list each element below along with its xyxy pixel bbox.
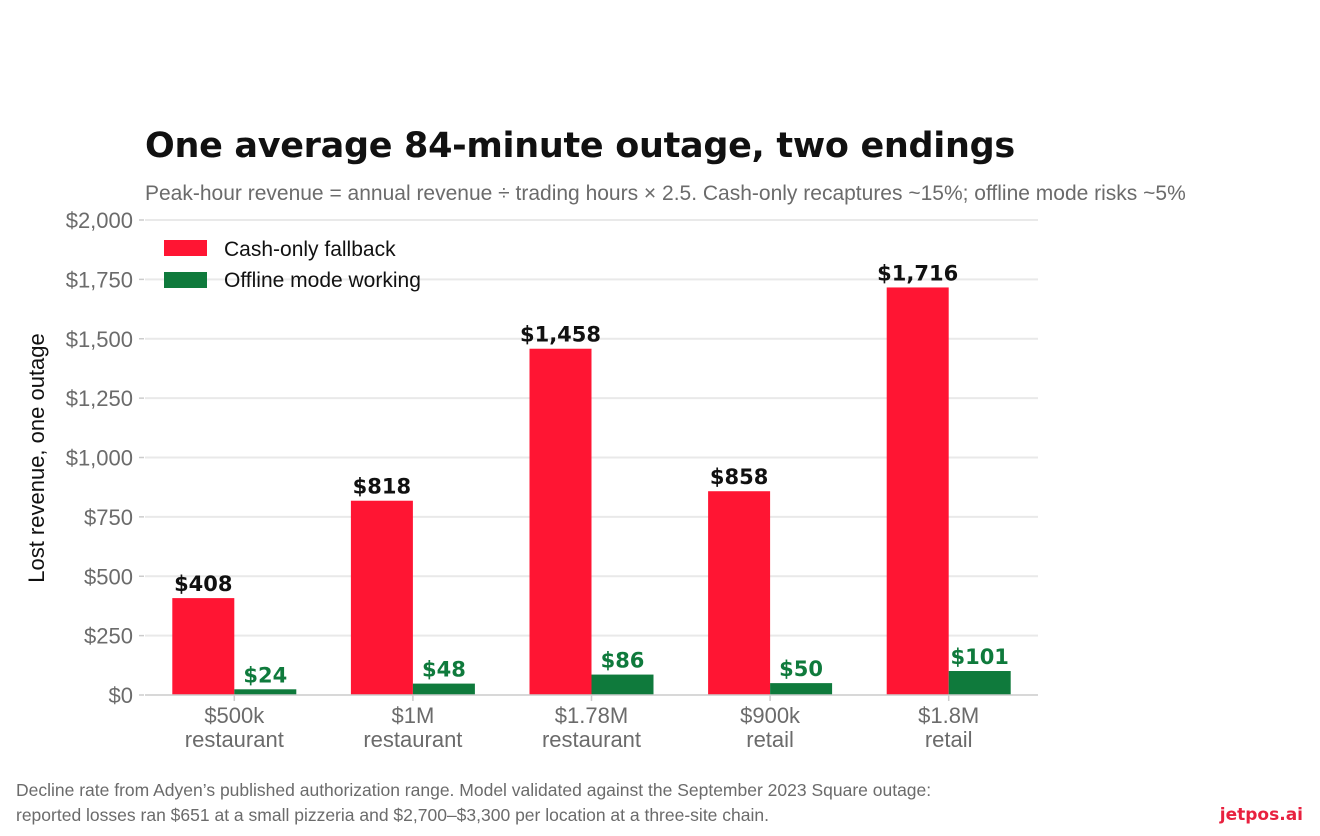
footnote-line-2: reported losses ran $651 at a small pizz…	[16, 805, 769, 825]
x-tick-label: $500k	[204, 703, 265, 728]
data-label-offline-mode: $101	[950, 645, 1008, 669]
x-tick-label: $1M	[392, 703, 435, 728]
x-tick-label: restaurant	[363, 727, 462, 752]
axes: $0 $250 $500 $750 $1,000 $1,250 $1,500 $1,750 $2…	[66, 208, 1038, 752]
x-tick-label: restaurant	[542, 727, 641, 752]
data-label-cash-only: $408	[174, 572, 232, 596]
bars	[172, 287, 1011, 695]
data-label-offline-mode: $50	[779, 657, 823, 681]
data-label-cash-only: $1,458	[520, 323, 601, 347]
legend-label-cash: Cash-only fallback	[224, 238, 396, 261]
bar-offline-mode	[412, 683, 475, 695]
legend: Cash-only fallback Offline mode working	[164, 238, 421, 292]
legend-swatch-offline	[164, 272, 207, 288]
bar-offline-mode	[948, 671, 1011, 695]
chart-title: One average 84-minute outage, two ending…	[145, 126, 1015, 166]
footnote-line-1: Decline rate from Adyen’s published auth…	[16, 780, 932, 800]
y-tick-label: $750	[84, 505, 133, 530]
bar-offline-mode	[591, 674, 654, 695]
bar-cash-only	[529, 348, 592, 695]
y-tick-label: $1,000	[66, 446, 133, 471]
footnote: Decline rate from Adyen’s published auth…	[16, 778, 931, 828]
value-labels: $408 $24 $818 $48 $1,458 $86 $858 $50 $1,716 $101	[174, 261, 1009, 687]
data-label-offline-mode: $86	[601, 649, 645, 673]
y-tick-label: $250	[84, 624, 133, 649]
bar-offline-mode	[770, 683, 833, 695]
x-tick-label: $900k	[740, 703, 801, 728]
x-tick-label: $1.8M	[918, 703, 979, 728]
x-tick-label: restaurant	[185, 727, 284, 752]
legend-swatch-cash	[164, 240, 207, 256]
y-tick-label: $1,500	[66, 327, 133, 352]
x-tick-label: retail	[925, 727, 973, 752]
bar-cash-only	[886, 287, 949, 695]
bar-cash-only	[708, 491, 771, 695]
data-label-offline-mode: $48	[422, 658, 466, 682]
bar-cash-only	[350, 500, 413, 695]
chart-subtitle: Peak-hour revenue = annual revenue ÷ tra…	[145, 182, 1186, 205]
y-tick-label: $0	[109, 683, 133, 708]
y-tick-label: $1,250	[66, 386, 133, 411]
legend-label-offline: Offline mode working	[224, 269, 421, 292]
data-label-cash-only: $858	[710, 465, 768, 489]
bar-cash-only	[172, 598, 235, 695]
y-axis-label: Lost revenue, one outage	[24, 333, 49, 583]
data-label-offline-mode: $24	[243, 663, 287, 687]
y-tick-label: $1,750	[66, 267, 133, 292]
bar-offline-mode	[234, 689, 297, 695]
y-tick-label: $2,000	[66, 208, 133, 233]
data-label-cash-only: $1,716	[877, 261, 958, 285]
data-label-cash-only: $818	[353, 475, 411, 499]
y-tick-label: $500	[84, 564, 133, 589]
brand-logo-text[interactable]: jetpos.ai	[1219, 805, 1303, 825]
x-tick-label: retail	[746, 727, 794, 752]
x-tick-label: $1.78M	[555, 703, 628, 728]
